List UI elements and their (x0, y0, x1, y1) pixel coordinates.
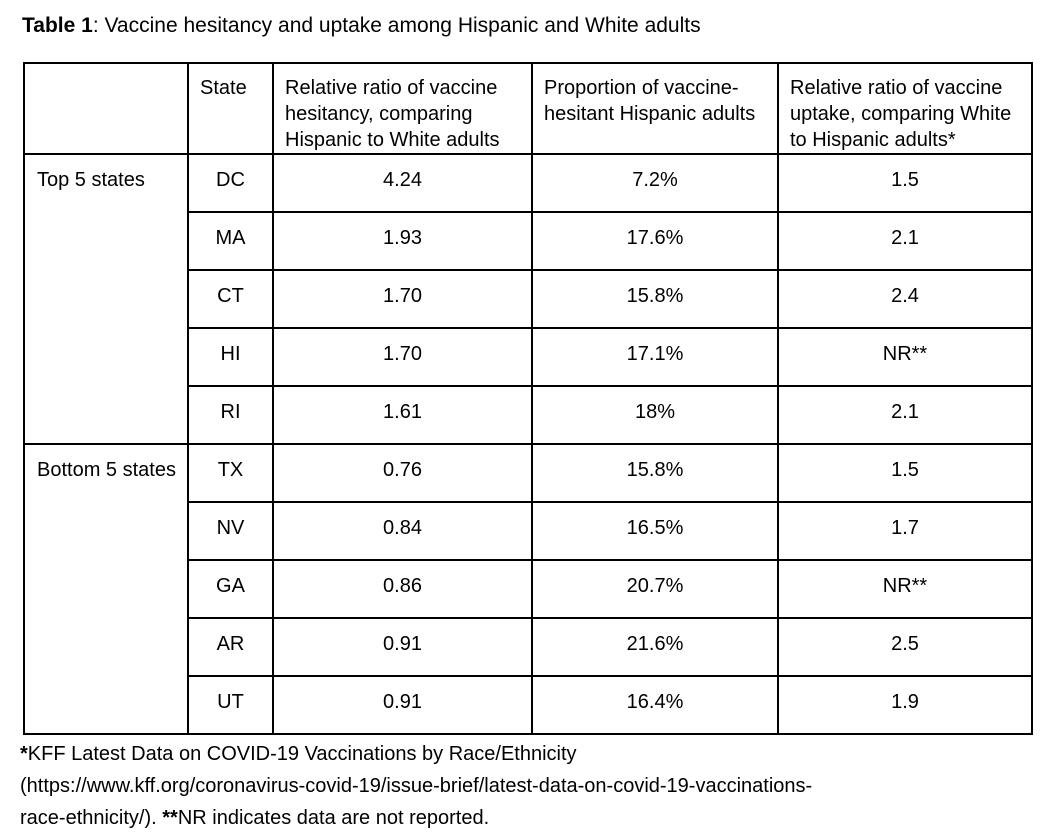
table-row: Bottom 5 states TX 0.76 15.8% 1.5 (23, 443, 1033, 735)
cell-hesitancy: 1.61 (272, 385, 533, 445)
cell-hesitancy: 0.84 (272, 501, 533, 561)
table-row: Top 5 states DC 4.24 7.2% 1.5 (23, 153, 1033, 445)
cell-state: GA (187, 559, 274, 619)
cell-state: RI (187, 385, 274, 445)
cell-hesitancy: 1.93 (272, 211, 533, 271)
footnote-nr-text: NR indicates data are not reported. (177, 807, 490, 829)
footnote-url-end: race-ethnicity/). (20, 807, 163, 829)
table-row: HI 1.70 17.1% NR** (24, 327, 1033, 387)
cell-uptake: 2.5 (777, 617, 1033, 677)
cell-state: NV (187, 501, 274, 561)
header-proportion-hesitant: Proportion of vaccine-hesitant Hispanic … (531, 62, 779, 155)
cell-proportion: 17.1% (531, 327, 779, 387)
cell-uptake: 2.4 (777, 269, 1033, 329)
footnote-line-3: race-ethnicity/). **NR indicates data ar… (20, 802, 1064, 834)
vaccine-data-table: State Relative ratio of vaccine hesitanc… (23, 62, 1033, 735)
table-footnote: *KFF Latest Data on COVID-19 Vaccination… (20, 738, 1064, 834)
cell-proportion: 21.6% (531, 617, 779, 677)
cell-hesitancy: 0.76 (272, 443, 533, 503)
header-group-empty (23, 62, 189, 155)
cell-proportion: 18% (531, 385, 779, 445)
footnote-asterisk: * (20, 743, 28, 765)
cell-state: UT (187, 675, 274, 735)
cell-uptake: NR** (777, 327, 1033, 387)
table-title-text: : Vaccine hesitancy and uptake among His… (92, 14, 701, 37)
footnote-line-2: (https://www.kff.org/coronavirus-covid-1… (20, 770, 1064, 802)
table-row: NV 0.84 16.5% 1.7 (24, 501, 1033, 561)
footnote-url-text: (https://www.kff.org/coronavirus-covid-1… (20, 775, 813, 797)
table-row: RI 1.61 18% 2.1 (24, 385, 1033, 445)
cell-uptake: NR** (777, 559, 1033, 619)
footnote-double-asterisk: ** (162, 807, 178, 829)
cell-proportion: 15.8% (531, 443, 779, 503)
cell-hesitancy: 4.24 (272, 153, 533, 213)
cell-proportion: 17.6% (531, 211, 779, 271)
table-header-row: State Relative ratio of vaccine hesitanc… (23, 62, 1033, 155)
footnote-line-1: *KFF Latest Data on COVID-19 Vaccination… (20, 738, 1064, 770)
table-title-label: Table 1 (22, 14, 93, 37)
cell-proportion: 15.8% (531, 269, 779, 329)
cell-hesitancy: 1.70 (272, 327, 533, 387)
cell-uptake: 1.7 (777, 501, 1033, 561)
table-row: UT 0.91 16.4% 1.9 (24, 675, 1033, 735)
group-label-bottom5: Bottom 5 states (23, 443, 189, 735)
table-row: MA 1.93 17.6% 2.1 (24, 211, 1033, 271)
header-state: State (187, 62, 274, 155)
footnote-source-text: KFF Latest Data on COVID-19 Vaccinations… (27, 743, 577, 765)
cell-uptake: 1.5 (777, 443, 1033, 503)
cell-hesitancy: 0.91 (272, 617, 533, 677)
header-hesitancy-ratio: Relative ratio of vaccine hesitancy, com… (272, 62, 533, 155)
cell-uptake: 2.1 (777, 211, 1033, 271)
cell-state: CT (187, 269, 274, 329)
cell-state: HI (187, 327, 274, 387)
cell-proportion: 16.5% (531, 501, 779, 561)
cell-state: MA (187, 211, 274, 271)
table-title: Table 1: Vaccine hesitancy and uptake am… (22, 12, 1064, 40)
cell-state: DC (187, 153, 274, 213)
table-row: CT 1.70 15.8% 2.4 (24, 269, 1033, 329)
cell-proportion: 16.4% (531, 675, 779, 735)
cell-state: AR (187, 617, 274, 677)
table-row: GA 0.86 20.7% NR** (24, 559, 1033, 619)
cell-uptake: 2.1 (777, 385, 1033, 445)
table-row: AR 0.91 21.6% 2.5 (24, 617, 1033, 677)
cell-uptake: 1.5 (777, 153, 1033, 213)
group-label-top5: Top 5 states (23, 153, 189, 445)
cell-hesitancy: 0.86 (272, 559, 533, 619)
cell-hesitancy: 1.70 (272, 269, 533, 329)
cell-proportion: 7.2% (531, 153, 779, 213)
cell-uptake: 1.9 (777, 675, 1033, 735)
cell-state: TX (187, 443, 274, 503)
header-uptake-ratio: Relative ratio of vaccine uptake, compar… (777, 62, 1033, 155)
cell-hesitancy: 0.91 (272, 675, 533, 735)
cell-proportion: 20.7% (531, 559, 779, 619)
